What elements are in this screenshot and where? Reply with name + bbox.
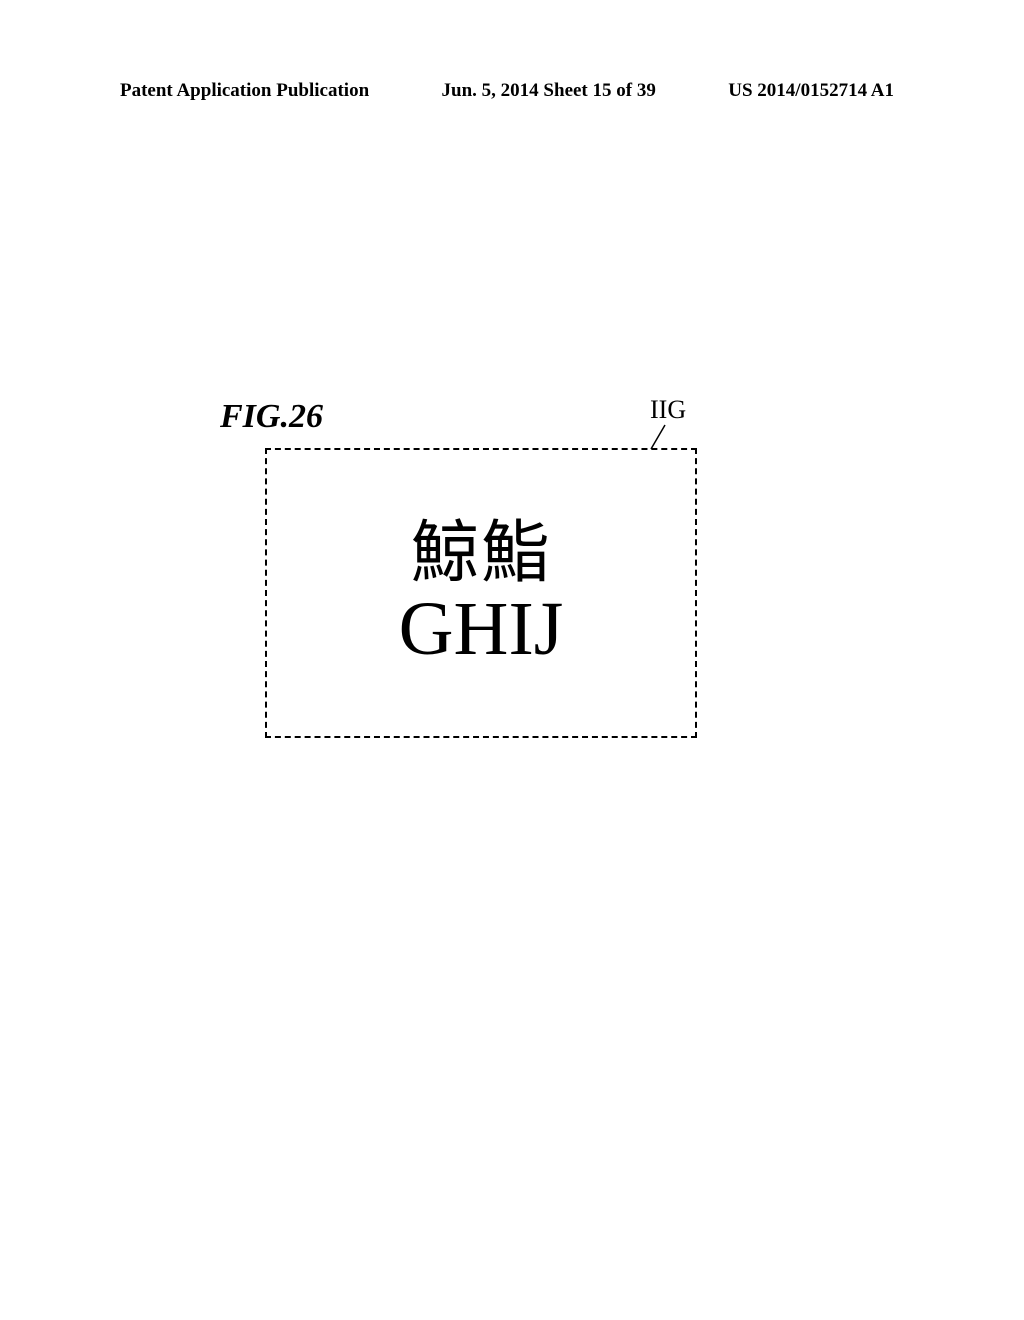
cjk-text-line: 鯨鮨 (411, 519, 551, 587)
figure-box: 鯨鮨 GHIJ (265, 448, 697, 738)
header-center: Jun. 5, 2014 Sheet 15 of 39 (442, 80, 656, 102)
header-right: US 2014/0152714 A1 (728, 80, 894, 102)
callout-label: IIG (650, 395, 686, 425)
leader-line (647, 423, 675, 451)
page-header: Patent Application Publication Jun. 5, 2… (0, 80, 1024, 102)
header-left: Patent Application Publication (120, 80, 369, 102)
figure-label: FIG.26 (220, 398, 323, 436)
latin-text-line: GHIJ (399, 591, 564, 667)
